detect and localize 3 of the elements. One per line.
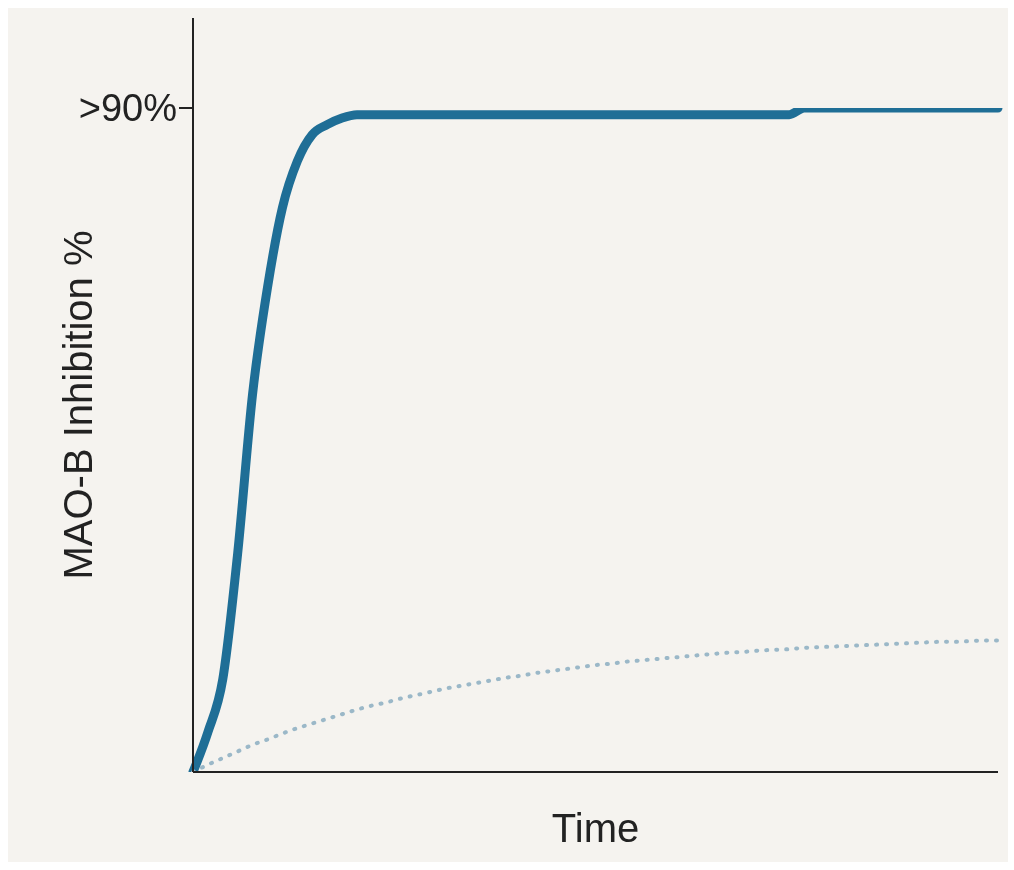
x-axis-title: Time: [551, 806, 640, 850]
y-axis-title: MAO-B Inhibition %: [56, 230, 101, 580]
text: >90%: [78, 87, 177, 130]
